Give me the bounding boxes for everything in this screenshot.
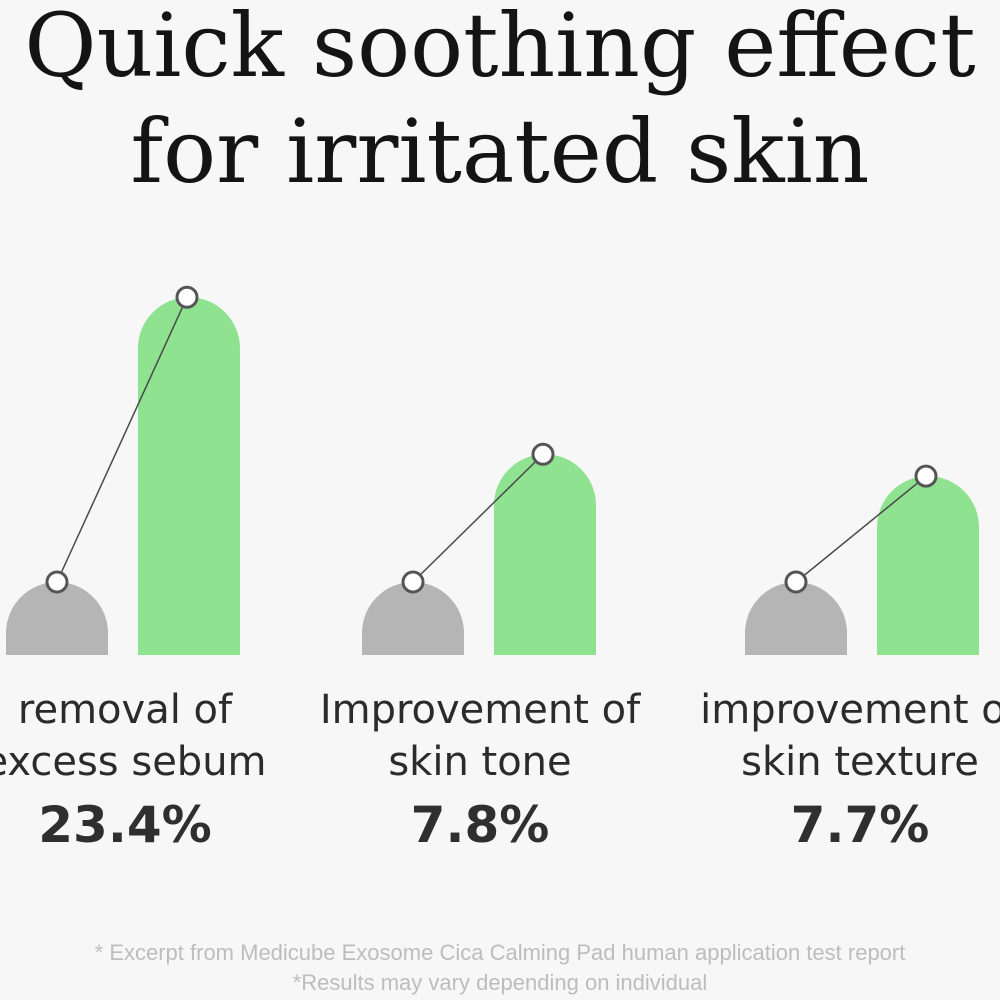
category-label-line-1: Improvement of bbox=[319, 687, 641, 733]
connector-line-tone bbox=[412, 453, 544, 583]
category-label-line-1: removal of bbox=[17, 687, 233, 733]
category-label-sebum: removal of excess sebum 23.4% bbox=[0, 684, 305, 860]
connector-line-texture bbox=[795, 475, 927, 583]
value-label-texture: 7.7% bbox=[790, 796, 930, 854]
after-marker-texture bbox=[914, 464, 938, 488]
bar-group-tone bbox=[362, 442, 596, 655]
category-label-texture: improvement of skin texture 7.7% bbox=[680, 684, 1000, 860]
before-bar-texture bbox=[745, 582, 847, 655]
title-line-2: for irritated skin bbox=[130, 100, 870, 203]
before-marker-sebum bbox=[45, 570, 69, 594]
after-marker-sebum bbox=[175, 285, 199, 309]
category-label-line-2: skin tone bbox=[388, 739, 572, 785]
after-marker-tone bbox=[531, 442, 555, 466]
connector-line-sebum bbox=[56, 296, 188, 583]
title-line-1: Quick soothing effect bbox=[24, 0, 976, 97]
category-label-line-1: improvement of bbox=[700, 687, 1000, 733]
after-bar-texture bbox=[877, 476, 979, 655]
value-label-tone: 7.8% bbox=[410, 796, 550, 854]
category-label-line-2: excess sebum bbox=[0, 739, 267, 785]
footnote-disclaimer: *Results may vary depending on individua… bbox=[292, 970, 708, 995]
footnote-source: * Excerpt from Medicube Exosome Cica Cal… bbox=[94, 940, 906, 965]
bar-group-sebum bbox=[6, 285, 240, 655]
before-marker-tone bbox=[401, 570, 425, 594]
before-bar-tone bbox=[362, 582, 464, 655]
bar-group-texture bbox=[745, 464, 979, 655]
after-bar-tone bbox=[494, 454, 596, 655]
category-label-line-2: skin texture bbox=[741, 739, 979, 785]
before-bar-sebum bbox=[6, 582, 108, 655]
category-label-tone: Improvement of skin tone 7.8% bbox=[300, 684, 660, 860]
after-bar-sebum bbox=[138, 297, 240, 655]
value-label-sebum: 23.4% bbox=[38, 796, 212, 854]
before-marker-texture bbox=[784, 570, 808, 594]
